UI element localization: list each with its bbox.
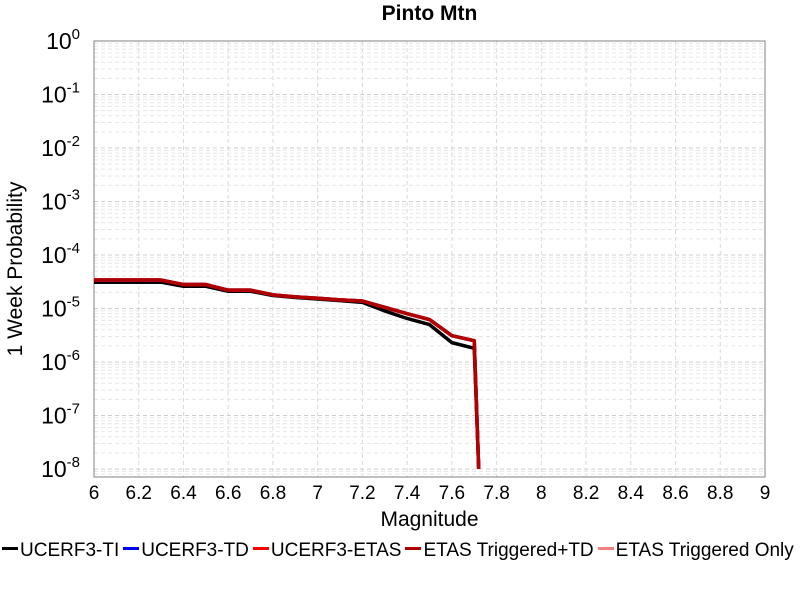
plot-area xyxy=(94,41,765,477)
x-tick-label: 7.2 xyxy=(349,483,375,504)
x-tick-label: 6.8 xyxy=(260,483,286,504)
chart-title: Pinto Mtn xyxy=(382,2,478,25)
x-tick-label: 8.2 xyxy=(573,483,599,504)
series-line-etas-triggered-td xyxy=(94,278,481,470)
x-tick-label: 8 xyxy=(536,483,547,504)
legend-swatch xyxy=(2,547,18,551)
legend-swatch xyxy=(252,547,269,551)
x-tick-label: 8.8 xyxy=(707,483,733,504)
x-tick-label: 6 xyxy=(89,483,100,504)
legend-label: UCERF3-TI xyxy=(20,540,120,561)
y-tick-label: 10-8 xyxy=(41,454,80,482)
x-axis-label: Magnitude xyxy=(380,508,478,531)
y-tick-label: 10-5 xyxy=(41,293,80,321)
x-tick-label: 8.4 xyxy=(618,483,645,504)
y-tick-label: 100 xyxy=(46,26,80,54)
y-tick-label: 10-4 xyxy=(41,240,80,268)
y-tick-label: 10-2 xyxy=(41,133,80,161)
legend-swatch xyxy=(597,547,614,551)
x-tick-label: 6.4 xyxy=(170,483,197,504)
legend-item: UCERF3-TD xyxy=(123,536,249,566)
y-tick-label: 10-7 xyxy=(41,400,80,428)
x-tick-label: 7 xyxy=(312,483,323,504)
x-tick-label: 9 xyxy=(760,483,771,504)
legend-item: UCERF3-TI xyxy=(2,536,119,566)
legend-label: UCERF3-ETAS xyxy=(270,540,402,561)
legend-label: UCERF3-TD xyxy=(141,540,249,561)
legend-item: UCERF3-ETAS xyxy=(252,536,402,566)
legend: UCERF3-TI UCERF3-TD UCERF3-ETAS ETAS Trigge… xyxy=(2,536,798,566)
legend-label: ETAS Triggered Only xyxy=(615,540,794,561)
legend-item: ETAS Triggered+TD xyxy=(405,536,594,566)
x-tick-label: 6.6 xyxy=(215,483,241,504)
legend-label: ETAS Triggered+TD xyxy=(423,540,594,561)
x-tick-label: 8.6 xyxy=(662,483,688,504)
legend-swatch xyxy=(405,547,422,551)
x-tick-label: 7.4 xyxy=(394,483,421,504)
plot-border xyxy=(93,40,766,478)
legend-item: ETAS Triggered Only xyxy=(597,536,794,566)
x-tick-label: 6.2 xyxy=(126,483,152,504)
x-tick-label: 7.6 xyxy=(439,483,465,504)
y-tick-label: 10-3 xyxy=(41,186,80,214)
x-tick-label: 7.8 xyxy=(483,483,509,504)
y-axis-label: 1 Week Probability xyxy=(4,181,27,356)
y-tick-label: 10-6 xyxy=(41,347,80,375)
legend-swatch xyxy=(123,547,140,551)
y-tick-label: 10-1 xyxy=(41,79,80,107)
